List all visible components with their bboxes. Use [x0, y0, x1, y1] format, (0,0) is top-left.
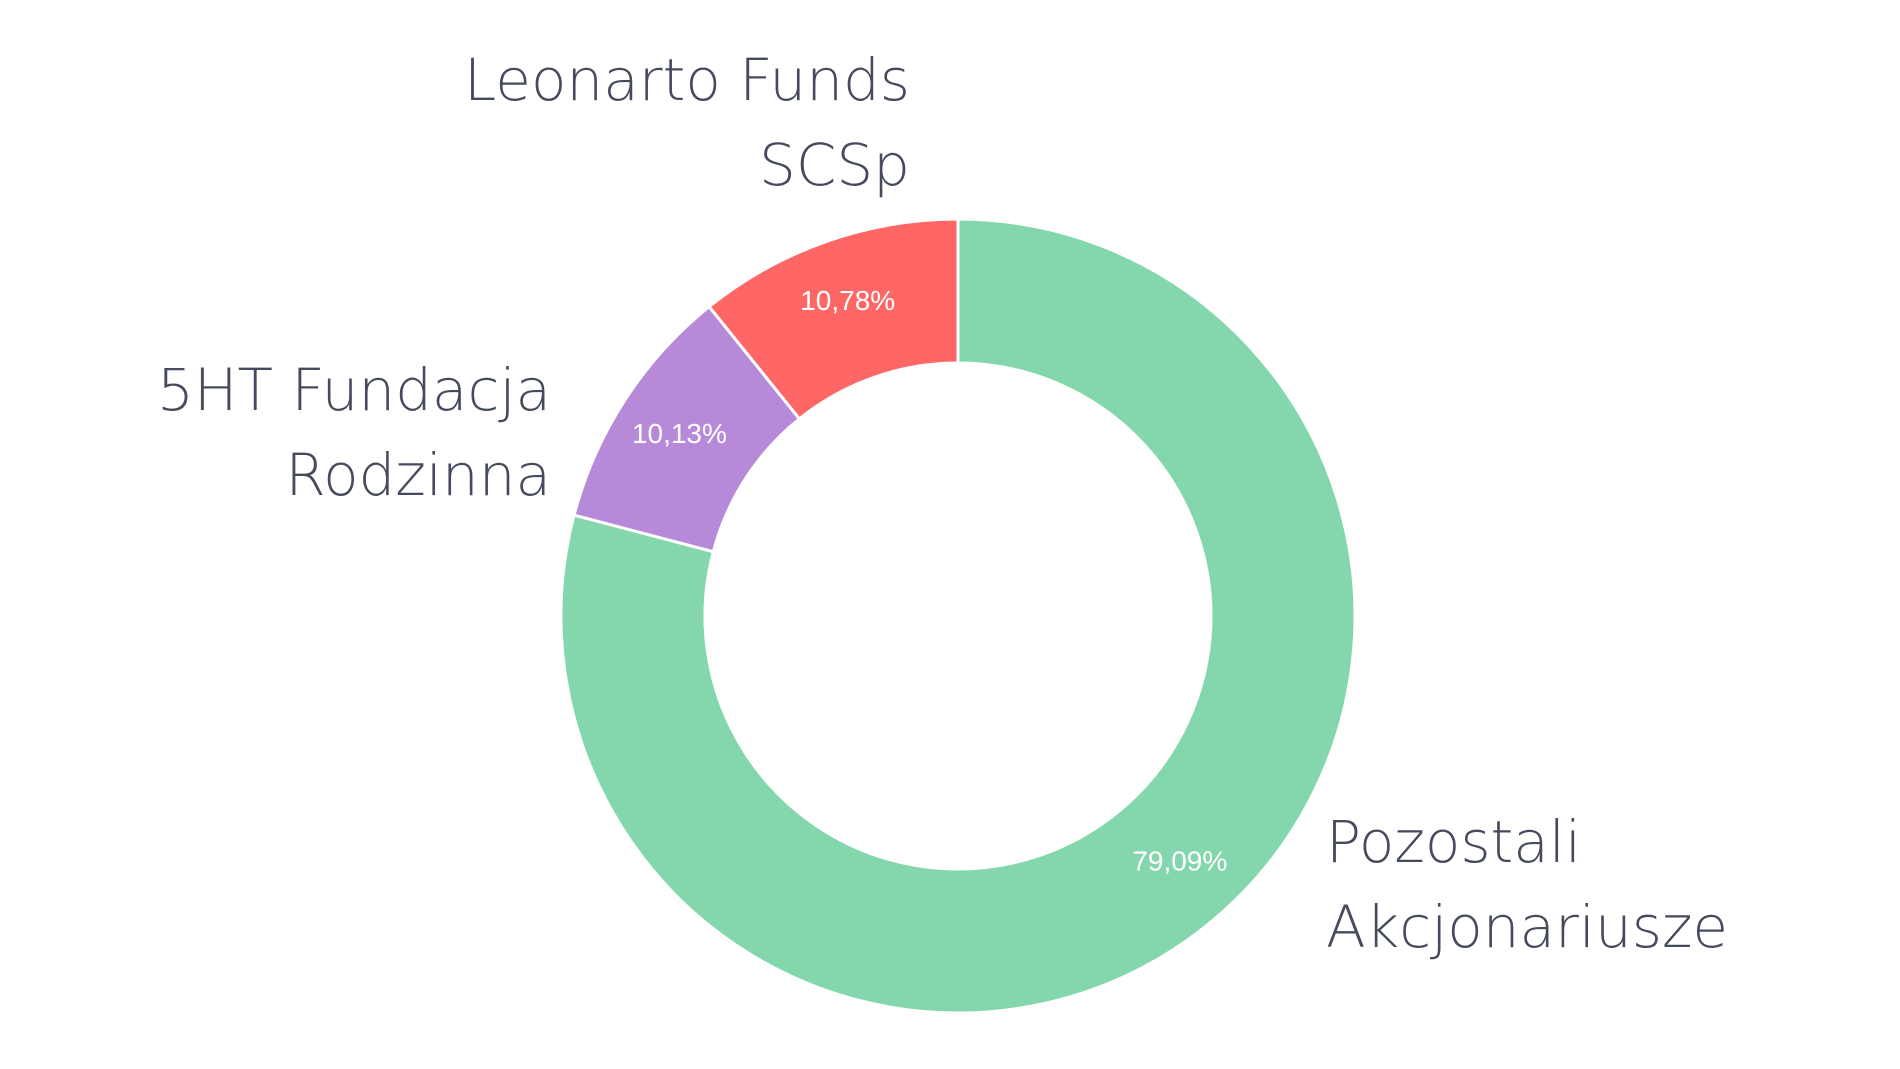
value-label-5ht-fundacja-rodzinna: 10,13%	[632, 418, 727, 449]
outer-label-pozostali-line2: Akcjonariusze	[1326, 893, 1729, 961]
outer-label-pozostali-line1: Pozostali	[1326, 808, 1582, 876]
outer-label-5ht: 5HT Fundacja Rodzinna	[157, 348, 551, 518]
value-label-leonarto-funds-scsp: 10,78%	[800, 285, 895, 316]
outer-label-5ht-line2: Rodzinna	[285, 441, 551, 509]
slice-pozostali-akcjonariusze	[559, 217, 1357, 1015]
slice-leonarto-funds-scsp	[707, 217, 960, 421]
outer-label-pozostali: Pozostali Akcjonariusze	[1326, 800, 1728, 970]
outer-label-leonarto-line1: Leonarto Funds	[463, 46, 910, 114]
outer-label-leonarto: Leonarto Funds SCSp	[464, 38, 910, 208]
outer-label-leonarto-line2: SCSp	[759, 131, 910, 199]
outer-label-5ht-line1: 5HT Fundacja	[157, 356, 551, 424]
value-label-pozostali-akcjonariusze: 79,09%	[1132, 845, 1227, 876]
